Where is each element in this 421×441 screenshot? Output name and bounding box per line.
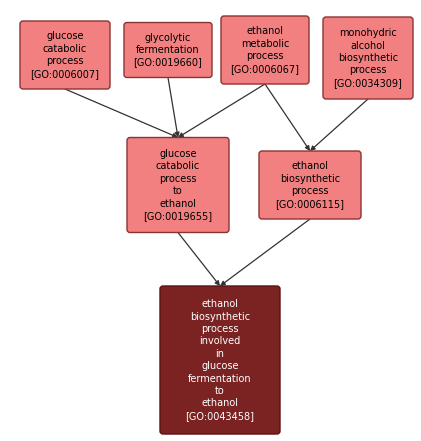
FancyBboxPatch shape [160,286,280,434]
Text: glucose
catabolic
process
to
ethanol
[GO:0019655]: glucose catabolic process to ethanol [GO… [144,149,213,221]
FancyBboxPatch shape [127,138,229,232]
Text: monohydric
alcohol
biosynthetic
process
[GO:0034309]: monohydric alcohol biosynthetic process … [333,28,402,88]
FancyBboxPatch shape [20,21,110,89]
Text: glycolytic
fermentation
[GO:0019660]: glycolytic fermentation [GO:0019660] [133,33,203,67]
Text: ethanol
metabolic
process
[GO:0006067]: ethanol metabolic process [GO:0006067] [231,26,299,74]
FancyBboxPatch shape [221,16,309,84]
FancyBboxPatch shape [124,22,212,78]
FancyBboxPatch shape [259,151,361,219]
Text: ethanol
biosynthetic
process
involved
in
glucose
fermentation
to
ethanol
[GO:004: ethanol biosynthetic process involved in… [186,299,255,421]
Text: glucose
catabolic
process
[GO:0006007]: glucose catabolic process [GO:0006007] [30,31,99,78]
Text: ethanol
biosynthetic
process
[GO:0006115]: ethanol biosynthetic process [GO:0006115… [275,161,344,209]
FancyBboxPatch shape [323,17,413,99]
